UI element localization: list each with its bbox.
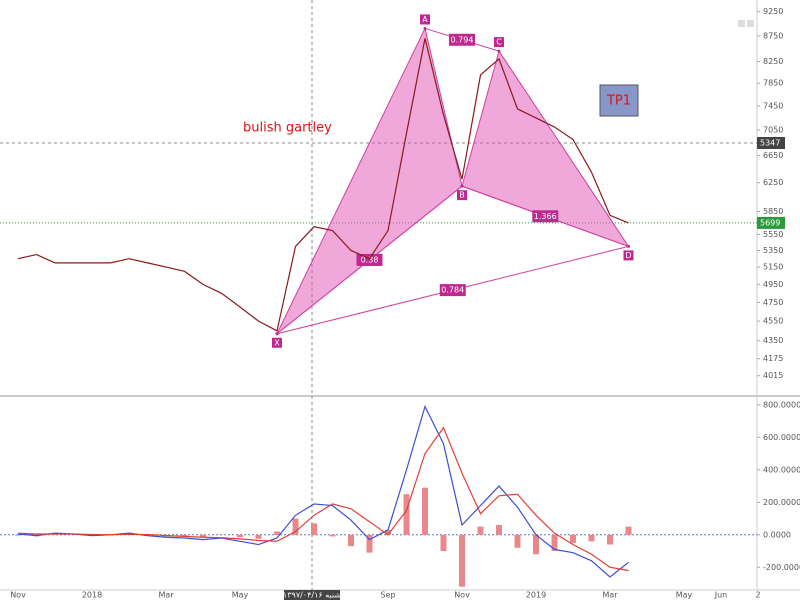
y-tick-label: 4350 bbox=[763, 336, 783, 345]
ratio-label: 1.366 bbox=[534, 212, 557, 221]
histogram-bar bbox=[274, 531, 280, 535]
y-tick-label: 200.0000 bbox=[763, 498, 800, 507]
y-tick-label: 0.0000 bbox=[763, 530, 791, 539]
x-tick-label: May bbox=[676, 591, 693, 600]
point-label: X bbox=[274, 338, 280, 347]
histogram-bar bbox=[570, 534, 576, 543]
histogram-bar bbox=[496, 525, 502, 535]
y-tick-label: 5150 bbox=[763, 263, 783, 272]
point-box bbox=[420, 14, 430, 25]
point-label: A bbox=[422, 15, 428, 24]
panel-button[interactable] bbox=[747, 20, 754, 27]
crosshair-box bbox=[757, 137, 785, 149]
last-price-box bbox=[757, 216, 785, 229]
x-tick-label: May bbox=[232, 591, 249, 600]
y-tick-label: 9250 bbox=[763, 7, 783, 16]
histogram-bar bbox=[403, 494, 410, 535]
x-tick-label: 2018 bbox=[82, 591, 102, 600]
y-tick-label: 5550 bbox=[763, 230, 783, 239]
y-tick-label: 4750 bbox=[763, 298, 783, 307]
x-tick-label: Mar bbox=[158, 591, 174, 600]
ratio-label: 0.38 bbox=[361, 255, 379, 264]
histogram-bar bbox=[311, 523, 317, 535]
point-box bbox=[623, 250, 634, 261]
y-tick-label: 4175 bbox=[763, 354, 783, 363]
histogram-bar bbox=[181, 534, 188, 537]
x-tick-label: 2019 bbox=[526, 591, 546, 600]
crosshair-date: شنبه ۱۳۹۷/۰۴/۱۶ bbox=[283, 591, 341, 600]
series-line bbox=[17, 38, 629, 332]
panel-button[interactable] bbox=[738, 20, 745, 27]
histogram-bar bbox=[588, 534, 595, 542]
point-label: B bbox=[459, 191, 465, 200]
histogram-bar bbox=[329, 534, 336, 537]
crosshair-price: 5347 bbox=[760, 139, 780, 148]
y-tick-label: 5350 bbox=[763, 246, 783, 255]
y-tick-label: 400.0000 bbox=[763, 465, 800, 474]
y-tick-label: 6250 bbox=[763, 178, 783, 187]
histogram-bar bbox=[533, 534, 539, 555]
crosshair-date-box bbox=[284, 590, 340, 600]
y-tick-label: 8750 bbox=[763, 31, 783, 40]
ratio-label: 0.794 bbox=[451, 35, 474, 44]
y-tick-label: 600.0000 bbox=[763, 433, 800, 442]
point-label: C bbox=[496, 38, 502, 47]
ratio-label: 0.784 bbox=[441, 286, 464, 295]
point-box bbox=[494, 37, 504, 48]
ratio-box bbox=[356, 253, 383, 266]
tp1-label: TP1 bbox=[606, 94, 631, 109]
histogram-bar bbox=[366, 534, 373, 553]
histogram-bar bbox=[477, 526, 484, 535]
y-tick-label: 4550 bbox=[763, 317, 783, 326]
histogram-bar bbox=[292, 518, 299, 535]
y-tick-label: 5850 bbox=[763, 207, 783, 216]
point-box bbox=[272, 337, 282, 348]
pattern-point bbox=[423, 26, 427, 30]
point-label: D bbox=[625, 251, 631, 260]
y-tick-label: 7050 bbox=[763, 126, 783, 135]
histogram-bar bbox=[255, 534, 262, 539]
x-tick-label: Sep bbox=[380, 591, 395, 600]
histogram-bar bbox=[385, 529, 391, 535]
x-tick-label: Nov bbox=[454, 591, 470, 600]
histogram-bar bbox=[607, 534, 613, 545]
y-tick-label: 4950 bbox=[763, 280, 783, 289]
last-price-label: 5699 bbox=[760, 218, 780, 227]
pattern-point bbox=[497, 49, 501, 53]
histogram-bar bbox=[15, 534, 21, 536]
y-tick-label: 4015 bbox=[763, 371, 783, 380]
x-tick-label: Nov bbox=[10, 591, 26, 600]
pattern-point bbox=[275, 332, 279, 336]
histogram-bar bbox=[237, 534, 243, 538]
x-tick-label: Jun bbox=[714, 591, 728, 600]
tp1-box bbox=[599, 84, 639, 117]
histogram-bar bbox=[514, 534, 521, 548]
y-tick-label: 6650 bbox=[763, 151, 783, 160]
y-tick-label: 7450 bbox=[763, 102, 783, 111]
histogram-bar bbox=[625, 526, 632, 535]
ratio-box bbox=[449, 33, 475, 46]
series-line bbox=[17, 426, 629, 572]
point-box bbox=[457, 190, 467, 201]
histogram-bar bbox=[440, 534, 447, 552]
y-tick-label: 7850 bbox=[763, 79, 783, 88]
ratio-box bbox=[532, 210, 559, 223]
histogram-bar bbox=[551, 534, 558, 552]
histogram-bar bbox=[459, 534, 465, 587]
histogram-bar bbox=[422, 487, 428, 535]
y-tick-label: -200.0000 bbox=[763, 563, 800, 572]
pattern-point bbox=[460, 184, 464, 188]
y-tick-label: 8250 bbox=[763, 57, 783, 66]
histogram-bar bbox=[200, 534, 206, 538]
pattern-title: bulish gartley bbox=[243, 121, 332, 136]
y-tick-label: 800.0000 bbox=[763, 400, 800, 409]
pattern-point bbox=[627, 244, 630, 248]
ratio-box bbox=[439, 284, 466, 297]
x-tick-label: 2 bbox=[755, 591, 760, 600]
x-tick-label: Mar bbox=[602, 591, 618, 600]
histogram-bar bbox=[348, 534, 354, 547]
